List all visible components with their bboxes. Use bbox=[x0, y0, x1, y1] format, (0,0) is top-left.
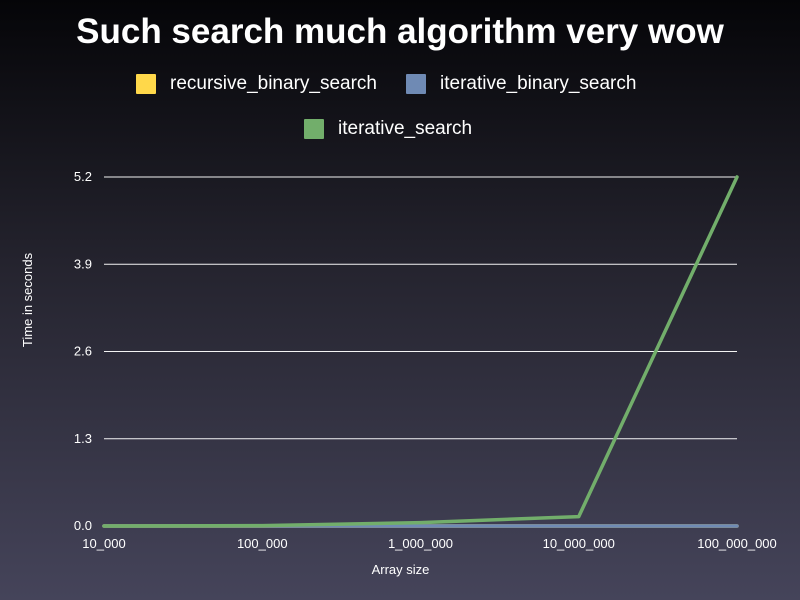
legend-swatch-iterative-binary bbox=[406, 74, 426, 94]
legend-swatch-recursive bbox=[136, 74, 156, 94]
x-tick-label: 100_000_000 bbox=[697, 536, 777, 551]
y-tick-label: 2.6 bbox=[74, 344, 92, 359]
y-tick-label: 5.2 bbox=[74, 169, 92, 184]
y-tick-label: 3.9 bbox=[74, 256, 92, 271]
y-axis-label: Time in seconds bbox=[20, 252, 35, 347]
legend-label-recursive: recursive_binary_search bbox=[170, 73, 377, 94]
legend-item-recursive-binary-search: recursive_binary_search bbox=[136, 73, 377, 95]
x-tick-label: 10_000 bbox=[82, 536, 125, 551]
legend-item-iterative-binary-search: iterative_binary_search bbox=[406, 73, 636, 95]
x-axis-label: Array size bbox=[372, 562, 430, 577]
legend-label-iterative-binary: iterative_binary_search bbox=[440, 73, 637, 94]
chart-title: Such search much algorithm very wow bbox=[76, 12, 724, 51]
legend-swatch-iterative-search bbox=[304, 119, 324, 139]
y-tick-label: 0.0 bbox=[74, 518, 92, 533]
legend-item-iterative-search: iterative_search bbox=[304, 118, 472, 140]
legend-label-iterative-search: iterative_search bbox=[338, 118, 473, 139]
y-tick-label: 1.3 bbox=[74, 431, 92, 446]
x-tick-label: 1_000_000 bbox=[388, 536, 453, 551]
series-line-iterative-search bbox=[102, 175, 739, 528]
x-tick-label: 10_000_000 bbox=[543, 536, 615, 551]
x-tick-label: 100_000 bbox=[237, 536, 288, 551]
